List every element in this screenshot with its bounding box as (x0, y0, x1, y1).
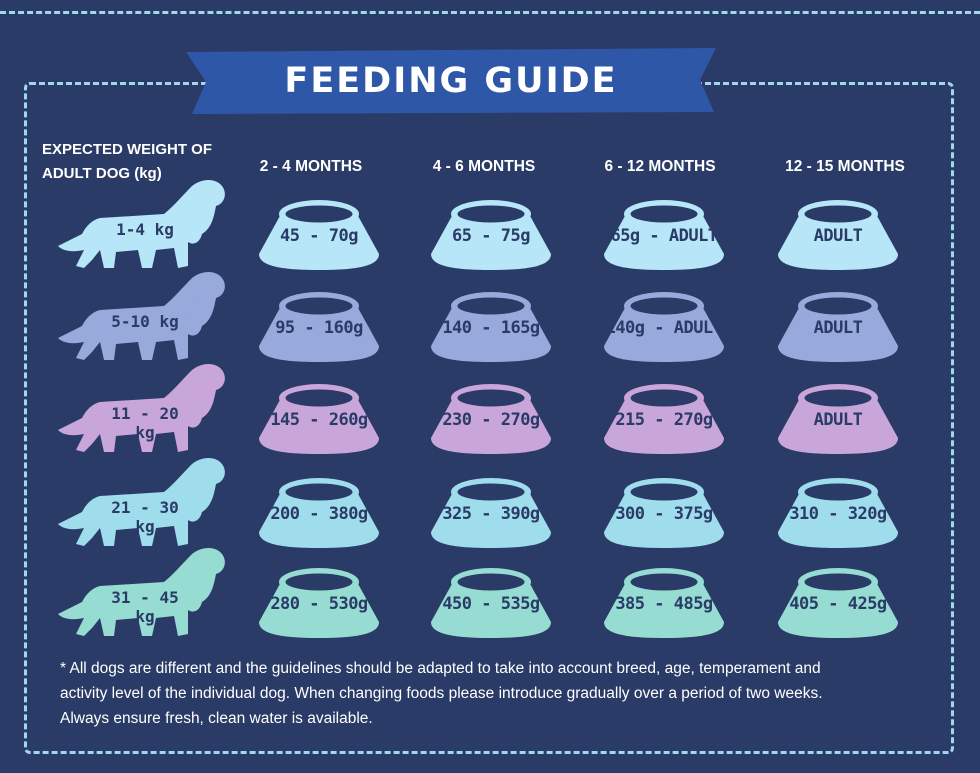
feeding-amount: 45 - 70g (280, 226, 358, 246)
dog-silhouette: 21 - 30 kg (52, 454, 228, 554)
column-header-4-6-months: 4 - 6 MONTHS (432, 158, 536, 175)
banner-ribbon (186, 48, 716, 114)
feeding-amount: ADULT (813, 226, 863, 246)
feeding-amount: ADULT (813, 410, 863, 430)
title-banner: FEEDING GUIDE (186, 46, 716, 116)
food-bowl: 280 - 530g (257, 564, 381, 638)
feeding-amount: 95 - 160g (275, 318, 363, 338)
feeding-amount: 230 - 270g (442, 410, 540, 430)
feeding-amount: 145 - 260g (270, 410, 368, 430)
food-bowl: 230 - 270g (429, 380, 553, 454)
feeding-amount: 215 - 270g (615, 410, 713, 430)
food-bowl: ADULT (776, 380, 900, 454)
footnote-line-3: Always ensure fresh, clean water is avai… (60, 710, 373, 727)
food-bowl: 200 - 380g (257, 474, 381, 548)
food-bowl: 65g - ADULT (602, 196, 726, 270)
food-bowl: 300 - 375g (602, 474, 726, 548)
food-bowl: ADULT (776, 196, 900, 270)
dog-weight-label: 5-10 kg (111, 312, 179, 331)
food-bowl: 95 - 160g (257, 288, 381, 362)
dog-weight-label: 31 - 45 kg (111, 588, 179, 626)
feeding-amount: 385 - 485g (615, 594, 713, 614)
feeding-amount: 300 - 375g (615, 504, 713, 524)
feeding-amount: 140g - ADULT (605, 318, 723, 338)
food-bowl: 325 - 390g (429, 474, 553, 548)
footnote-line-2: activity level of the individual dog. Wh… (60, 685, 823, 702)
weight-header-line-1: EXPECTED WEIGHT OF (42, 141, 213, 158)
food-bowl: 65 - 75g (429, 196, 553, 270)
food-bowl: 140g - ADULT (602, 288, 726, 362)
food-bowl: 450 - 535g (429, 564, 553, 638)
feeding-amount: ADULT (813, 318, 863, 338)
food-bowl: 385 - 485g (602, 564, 726, 638)
feeding-amount: 65g - ADULT (610, 226, 718, 246)
feeding-amount: 140 - 165g (442, 318, 540, 338)
food-bowl: 145 - 260g (257, 380, 381, 454)
column-header-12-15-months: 12 - 15 MONTHS (785, 158, 905, 175)
footnote-line-1: * All dogs are different and the guideli… (60, 660, 821, 677)
dog-silhouette: 31 - 45 kg (52, 544, 228, 644)
dog-weight-label: 11 - 20 kg (111, 404, 179, 442)
dog-weight-label: 21 - 30 kg (111, 498, 179, 536)
column-header-6-12-months: 6 - 12 MONTHS (604, 158, 716, 175)
dog-weight-label: 1-4 kg (116, 220, 174, 239)
food-bowl: ADULT (776, 288, 900, 362)
feeding-amount: 310 - 320g (789, 504, 887, 524)
feeding-amount: 200 - 380g (270, 504, 368, 524)
food-bowl: 405 - 425g (776, 564, 900, 638)
feeding-amount: 65 - 75g (452, 226, 530, 246)
top-dashed-divider (0, 0, 980, 14)
page-title: FEEDING GUIDE (284, 61, 618, 101)
dog-silhouette: 11 - 20 kg (52, 360, 228, 460)
food-bowl: 215 - 270g (602, 380, 726, 454)
feeding-amount: 325 - 390g (442, 504, 540, 524)
food-bowl: 140 - 165g (429, 288, 553, 362)
dog-silhouette: 5-10 kg (52, 268, 228, 368)
footnote: * All dogs are different and the guideli… (60, 656, 930, 731)
food-bowl: 310 - 320g (776, 474, 900, 548)
feeding-amount: 405 - 425g (789, 594, 887, 614)
feeding-amount: 280 - 530g (270, 594, 368, 614)
dog-silhouette: 1-4 kg (52, 176, 228, 276)
food-bowl: 45 - 70g (257, 196, 381, 270)
weight-header-line-2: ADULT DOG (kg) (42, 165, 162, 182)
feeding-amount: 450 - 535g (442, 594, 540, 614)
weight-column-header: EXPECTED WEIGHT OF ADULT DOG (kg) (42, 138, 242, 186)
column-header-2-4-months: 2 - 4 MONTHS (259, 158, 363, 175)
